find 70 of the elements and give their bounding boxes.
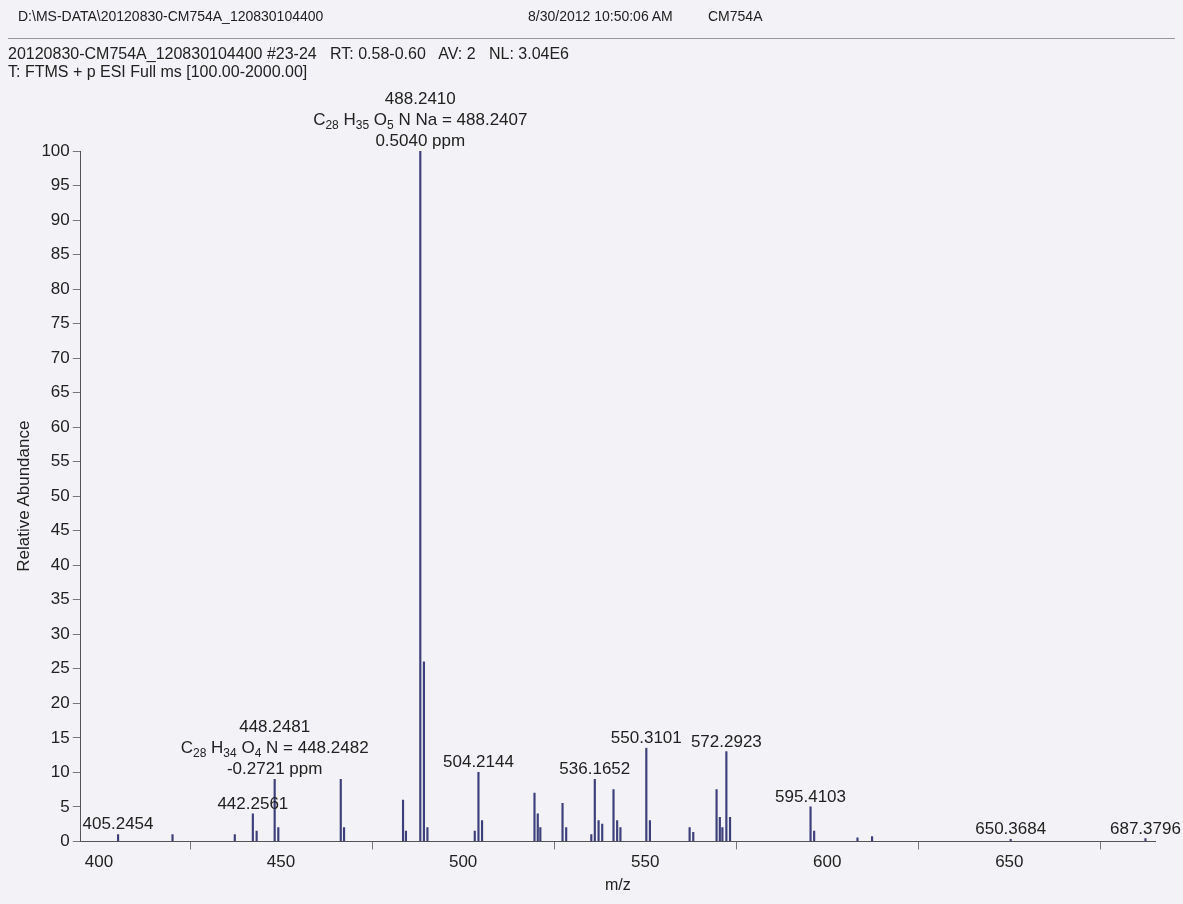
x-tick-label: 400 [84, 852, 114, 872]
bar [116, 834, 120, 842]
chart-title: D:\MS-DATA\20120830-CM754A_120830104400 [18, 8, 324, 24]
bar [809, 806, 812, 842]
bar [645, 747, 648, 842]
bar [648, 820, 652, 842]
y-tick-label: 50 [50, 485, 70, 505]
bar [401, 799, 405, 842]
bar [715, 789, 718, 842]
y-tick-label: 15 [50, 727, 70, 747]
y-tick-label: 10 [50, 762, 70, 782]
bar [561, 803, 564, 842]
x-tick-label: 650 [995, 852, 1024, 872]
bar [597, 820, 600, 842]
annotation: 504.2144 [443, 752, 514, 772]
bar [856, 837, 859, 842]
bar [339, 778, 342, 842]
x-tick-label: 600 [813, 852, 842, 872]
annotation: 405.2454 [82, 814, 154, 834]
bar [422, 661, 426, 842]
annotation: 550.3101 [610, 728, 682, 748]
bar [533, 792, 536, 842]
bar [870, 836, 874, 842]
bar [593, 778, 596, 842]
annotation: 536.1652 [559, 759, 631, 779]
y-tick-label: 0 [60, 831, 70, 851]
text: 8/30/2012 10:50:06 AM [528, 8, 673, 24]
bar [725, 751, 728, 842]
y-tick-label: 70 [50, 347, 70, 367]
annotation: 572.2923 [690, 731, 762, 751]
bar [233, 834, 236, 842]
annotation: -0.2721 ppm [226, 759, 323, 779]
y-tick-label: 100 [41, 140, 70, 160]
annotation: 687.3796 [1110, 818, 1181, 838]
bar [171, 834, 174, 842]
bar [612, 789, 615, 842]
bar [1144, 838, 1147, 842]
x-tick-label: 500 [448, 852, 478, 872]
x-tick-label: 450 [266, 852, 296, 872]
annotation: 0.5040 ppm [375, 131, 466, 150]
text: CM754A [708, 8, 763, 24]
annotation: 448.2481 [239, 717, 311, 737]
y-tick-label: 80 [50, 278, 70, 298]
y-tick-label: 90 [50, 209, 70, 229]
y-tick-label: 20 [50, 693, 70, 713]
y-tick-label: 45 [50, 520, 70, 540]
bar [419, 151, 422, 842]
y-tick-label: 35 [50, 589, 70, 609]
bar [590, 834, 593, 842]
y-axis-title: Relative Abundance [13, 420, 33, 572]
y-tick-label: 65 [50, 382, 70, 402]
bar [251, 813, 254, 842]
annotation: 650.3684 [975, 819, 1047, 839]
y-tick-label: 95 [50, 175, 70, 195]
y-tick-label: 85 [50, 244, 70, 264]
y-tick-label: 75 [50, 313, 70, 333]
bar [728, 816, 732, 842]
y-tick-label: 5 [60, 796, 70, 816]
bar [688, 827, 691, 842]
y-tick-label: 30 [50, 623, 70, 643]
x-axis-title: m/z [604, 875, 631, 893]
bar [477, 772, 480, 842]
x-tick-label: 550 [631, 852, 660, 872]
annotation: 595.4103 [775, 786, 847, 806]
y-tick-label: 55 [50, 451, 70, 471]
y-tick-label: 40 [50, 554, 70, 574]
chart-subtitle: 20120830-CM754A_120830104400 #23-24 RT: 0.58-0.60 AV: 2 NL: 3.04E6 T: FTMS + p ESI Full ms [100.00-2000.00] [8, 45, 570, 81]
annotation: 488.2410 [384, 89, 456, 108]
y-tick-label: 25 [50, 658, 70, 678]
y-tick-label: 60 [50, 416, 70, 436]
